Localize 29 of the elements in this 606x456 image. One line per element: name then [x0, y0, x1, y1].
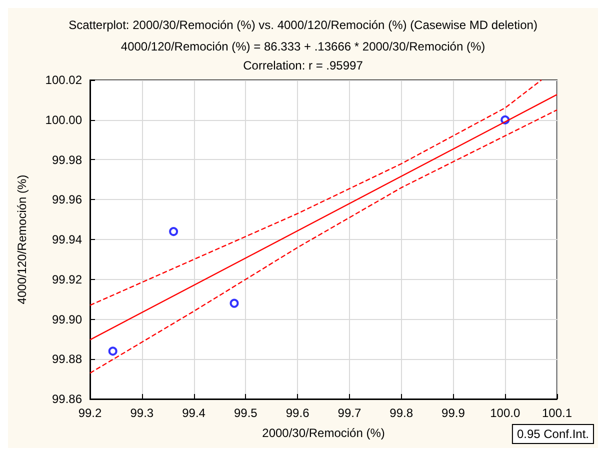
- chart-title: Scatterplot: 2000/30/Remoción (%) vs. 4000/120/Remoción (%) (Casewise MD deletion): [68, 18, 538, 32]
- x-tick-label: 99.2: [78, 406, 102, 420]
- point: [230, 298, 239, 308]
- x-tick-label: 99.7: [338, 406, 362, 420]
- y-tick-label: 100.00: [45, 112, 82, 127]
- y-tick-label: 99.90: [52, 312, 82, 326]
- y-tick-label: 99.98: [52, 152, 82, 167]
- line-series: [89, 109, 558, 374]
- line-series: [89, 79, 542, 306]
- point: [169, 227, 178, 236]
- x-tick-label: 99.4: [182, 406, 206, 420]
- x-tick-label: 100.0: [490, 406, 520, 420]
- y-tick-label: 99.92: [52, 272, 82, 286]
- y-axis-title: 4000/120/Remoción (%): [15, 174, 29, 304]
- text: 0.95 Conf.Int.: [516, 427, 589, 441]
- point: [108, 346, 118, 356]
- y-tick-label: 100.02: [45, 73, 82, 87]
- y-tick-label: 99.96: [52, 192, 82, 207]
- x-axis-title: 2000/30/Remoción (%): [262, 426, 385, 440]
- y-tick-label: 99.86: [52, 392, 82, 406]
- y-tick-label: 99.88: [52, 352, 82, 366]
- x-tick-label: 99.6: [286, 406, 310, 420]
- chart-subtitle: 4000/120/Remoción (%) = 86.333 + .13666 * 2000/30/Remoción (%) Correlation: r = .95997: [120, 40, 486, 72]
- x-tick-label: 99.9: [442, 406, 466, 420]
- y-tick-label: 99.94: [52, 232, 82, 246]
- x-tick-label: 99.5: [234, 406, 258, 420]
- x-tick-label: 99.8: [390, 406, 414, 420]
- x-tick-label: 99.3: [130, 406, 154, 420]
- x-tick-label: 100.1: [542, 406, 572, 420]
